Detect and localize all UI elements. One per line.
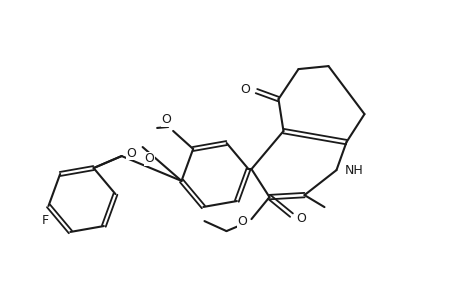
- Text: F: F: [42, 214, 49, 227]
- Text: O: O: [144, 152, 154, 166]
- Text: O: O: [126, 147, 136, 160]
- Text: O: O: [240, 82, 250, 96]
- Text: NH: NH: [344, 164, 363, 177]
- Text: O: O: [237, 214, 247, 228]
- Text: O: O: [161, 113, 171, 126]
- Text: O: O: [296, 212, 306, 225]
